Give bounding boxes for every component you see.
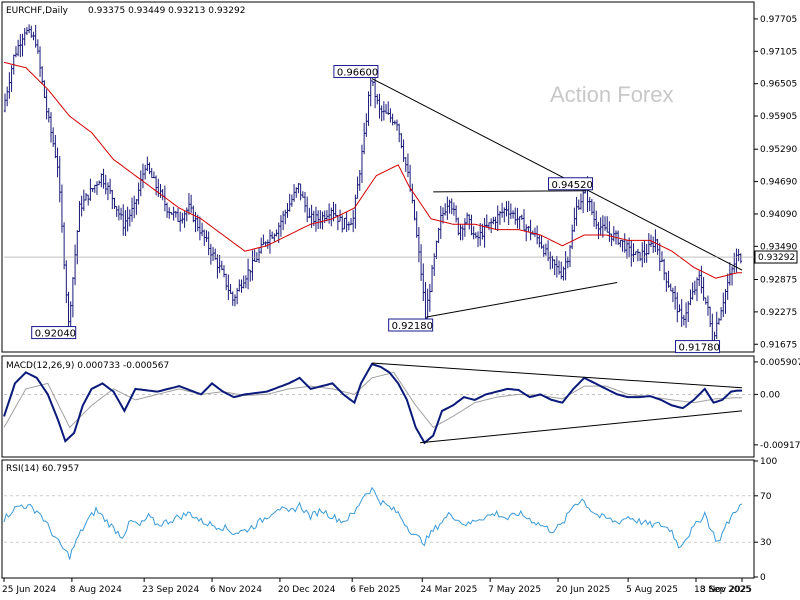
rsi-y-tick-label: 0 bbox=[760, 573, 766, 583]
price-y-tick-label: 0.95905 bbox=[760, 112, 797, 122]
level-label: 0.92040 bbox=[31, 326, 77, 340]
level-label-text: 0.92040 bbox=[35, 329, 76, 340]
macd-y-tick-label: 0.005907 bbox=[760, 358, 800, 368]
x-tick-label: 8 Aug 2024 bbox=[70, 585, 122, 595]
level-label: 0.94520 bbox=[548, 177, 594, 191]
level-label: 0.91780 bbox=[675, 340, 721, 354]
macd-trendline bbox=[371, 362, 743, 389]
price-moving-average bbox=[3, 61, 742, 279]
price-y-tick-label: 0.94690 bbox=[760, 178, 797, 188]
x-tick-label: 3 Nov 2025 bbox=[700, 585, 752, 595]
price-trendline bbox=[433, 190, 587, 193]
rsi-lines bbox=[3, 486, 754, 560]
macd-y-tick-label: 0.00 bbox=[760, 390, 780, 400]
price-trendline bbox=[426, 281, 618, 318]
level-label: 0.92180 bbox=[388, 318, 434, 332]
level-label-text: 0.94520 bbox=[552, 180, 593, 191]
x-tick-label: 24 Mar 2025 bbox=[420, 585, 477, 595]
level-label-box bbox=[675, 340, 721, 354]
x-tick-label: 7 May 2025 bbox=[488, 585, 541, 595]
current-price-box bbox=[754, 250, 798, 264]
price-trendline bbox=[371, 78, 743, 271]
current-price-marker: 0.93292 bbox=[4, 250, 798, 264]
x-tick-label: 20 Jun 2025 bbox=[556, 585, 610, 595]
macd-trendline bbox=[420, 410, 743, 444]
macd-lines bbox=[3, 362, 754, 445]
rsi-y-axis: 100 70 30 0 bbox=[754, 457, 777, 583]
date-x-axis: 25 Jun 2024 8 Aug 2024 23 Sep 2024 6 Nov 20… bbox=[2, 578, 752, 595]
price-y-tick-label: 0.93490 bbox=[760, 242, 797, 252]
rsi-line bbox=[3, 486, 743, 560]
x-tick-label: 5 Aug 2025 bbox=[626, 585, 678, 595]
price-y-tick-label: 0.92875 bbox=[760, 276, 797, 286]
watermark: Action Forex bbox=[550, 82, 674, 107]
x-tick-label: 25 Jun 2024 bbox=[2, 585, 56, 595]
price-y-tick-label: 0.97105 bbox=[760, 47, 797, 57]
macd-y-axis: 0.005907 0.00 -0.009175 bbox=[754, 358, 800, 451]
rsi-y-tick-label: 30 bbox=[760, 538, 772, 548]
level-label-box bbox=[333, 65, 379, 79]
price-panel-frame bbox=[1, 1, 755, 353]
ohlc-bar bbox=[739, 253, 743, 264]
x-tick-label: 18 Sep 2025 bbox=[694, 585, 751, 595]
x-tick-label: 6 Nov 2024 bbox=[210, 585, 262, 595]
ma-line bbox=[3, 61, 742, 279]
price-y-tick-label: 0.97705 bbox=[760, 15, 797, 25]
level-label-box bbox=[31, 326, 77, 340]
level-label-box bbox=[388, 318, 434, 332]
level-label-text: 0.92180 bbox=[392, 321, 433, 332]
rsi-header: RSI(14) 60.7957 bbox=[6, 464, 79, 474]
x-tick-label: 20 Dec 2024 bbox=[278, 585, 336, 595]
macd-main-line bbox=[3, 362, 742, 445]
current-price-label: 0.93292 bbox=[758, 253, 795, 263]
level-label: 0.96600 bbox=[333, 65, 379, 79]
price-level-labels: 0.96600 0.94520 0.92040 0.92180 0.91780 bbox=[31, 65, 721, 354]
price-y-tick-label: 0.95290 bbox=[760, 145, 797, 155]
price-y-tick-label: 0.91675 bbox=[760, 340, 797, 350]
price-y-tick-label: 0.92275 bbox=[760, 308, 797, 318]
price-y-tick-label: 0.96505 bbox=[760, 80, 797, 90]
rsi-y-tick-label: 100 bbox=[760, 457, 777, 467]
rsi-y-tick-label: 70 bbox=[760, 492, 772, 502]
level-label-text: 0.91780 bbox=[679, 343, 720, 354]
price-header-symbol: EURCHF,Daily bbox=[6, 6, 69, 16]
rsi-panel-frame bbox=[1, 459, 755, 579]
x-tick-label: 6 Feb 2025 bbox=[350, 585, 400, 595]
macd-header: MACD(12,26,9) 0.000733 -0.000567 bbox=[6, 361, 169, 371]
macd-y-tick-label: -0.009175 bbox=[760, 441, 800, 451]
price-y-axis: 0.97705 0.97105 0.96505 0.95905 0.95290 0.946… bbox=[754, 15, 797, 350]
price-trendlines bbox=[371, 78, 743, 318]
macd-signal-line bbox=[3, 371, 742, 429]
price-header-ohlc: 0.93375 0.93449 0.93213 0.93292 bbox=[88, 6, 245, 16]
level-label-text: 0.96600 bbox=[337, 68, 378, 79]
level-label-box bbox=[548, 177, 594, 191]
macd-panel-frame bbox=[1, 355, 755, 458]
price-y-tick-label: 0.94090 bbox=[760, 210, 797, 220]
x-tick-label: 23 Sep 2024 bbox=[142, 585, 199, 595]
